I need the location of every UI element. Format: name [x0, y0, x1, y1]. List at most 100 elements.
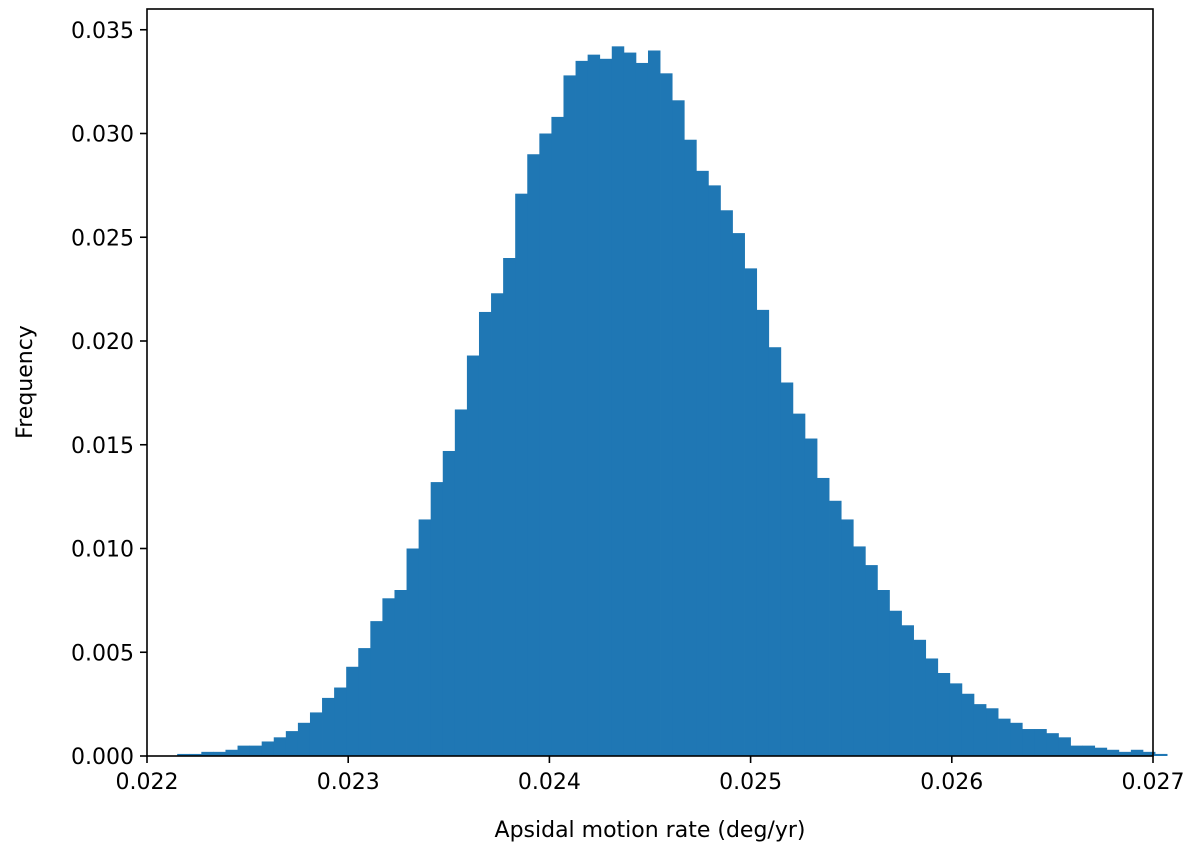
y-tick-label: 0.020 [71, 330, 134, 355]
histogram-bar [225, 749, 238, 756]
histogram-bar [732, 233, 745, 757]
histogram-bar [213, 751, 226, 756]
histogram-bar [334, 687, 347, 756]
histogram-bar [322, 697, 335, 756]
histogram-bar [780, 382, 794, 756]
histogram-bar [647, 50, 661, 756]
x-tick-label: 0.026 [920, 770, 983, 795]
histogram-bar [406, 548, 420, 756]
histogram-bar [684, 139, 697, 757]
x-tick-label: 0.022 [116, 770, 179, 795]
histogram-bar [201, 751, 214, 756]
histogram-bar [792, 413, 806, 756]
x-tick-label: 0.025 [719, 770, 782, 795]
histogram-bar [551, 116, 564, 756]
y-tick-label: 0.030 [71, 123, 134, 148]
histogram-bar [539, 133, 552, 756]
y-tick-label: 0.000 [71, 745, 134, 770]
histogram-bar [901, 625, 914, 756]
histogram-bar [841, 519, 854, 756]
histogram-bar [273, 737, 287, 756]
histogram-bar [1046, 733, 1059, 756]
histogram-bar [563, 75, 576, 756]
y-tick-label: 0.010 [71, 538, 134, 563]
histogram-bar [394, 590, 407, 756]
y-tick-label: 0.035 [71, 19, 134, 44]
plot-frame [146, 8, 1154, 757]
histogram-bar [998, 718, 1011, 756]
histogram-bar [961, 693, 975, 756]
histogram-bar [756, 309, 770, 756]
y-axis-ticks: 0.000 0.005 0.010 0.015 0.020 0.025 0.030 0.035 [71, 19, 147, 770]
x-tick-label: 0.027 [1122, 770, 1185, 795]
histogram-bar [346, 666, 359, 756]
histogram-bar [635, 62, 649, 756]
histogram-bar [491, 293, 504, 756]
histogram-bar [261, 741, 275, 756]
histogram-bar [623, 52, 637, 756]
histogram-bar [575, 60, 589, 756]
histogram-bar [189, 753, 202, 756]
histogram-bar [720, 210, 733, 756]
histogram-bar [237, 745, 251, 756]
histogram-bar [913, 639, 927, 756]
histogram-bar [1058, 737, 1071, 756]
histogram-bar [249, 745, 263, 756]
histogram-bar [1082, 745, 1096, 756]
y-tick-label: 0.015 [71, 434, 134, 459]
histogram-bar [949, 683, 963, 756]
histogram-bar [309, 712, 323, 756]
histogram-bar [1118, 751, 1132, 756]
histogram-bar [865, 565, 878, 756]
histogram-bar [442, 450, 456, 756]
histogram-bar [370, 621, 383, 756]
y-tick-label: 0.005 [71, 641, 134, 666]
x-tick-label: 0.024 [518, 770, 581, 795]
histogram-bar [1034, 729, 1047, 756]
histogram-bar [1010, 722, 1023, 756]
histogram-bar [877, 590, 890, 756]
histogram-bar [1130, 749, 1144, 756]
histogram-bar [430, 482, 444, 756]
histogram-bar [478, 311, 492, 756]
histogram-bar [599, 58, 613, 757]
histogram-bar [1155, 753, 1168, 756]
histogram-bar [285, 731, 299, 756]
histogram-bar [418, 519, 432, 756]
histogram-bar [804, 438, 818, 756]
histogram-bars [177, 46, 1168, 757]
histogram-bar [454, 409, 468, 756]
histogram-bar [1106, 749, 1120, 756]
histogram-bar [1070, 745, 1083, 756]
histogram-bar [973, 704, 987, 756]
histogram-bar [889, 610, 902, 756]
x-axis-ticks: 0.022 0.023 0.024 0.025 0.026 0.027 [116, 756, 1185, 795]
histogram-bar [853, 546, 866, 756]
histogram-bar [768, 347, 782, 756]
histogram-bar [660, 73, 673, 756]
histogram-bar [177, 753, 190, 756]
histogram-bar [382, 598, 395, 756]
histogram-bar [515, 193, 528, 757]
histogram-bar [744, 268, 758, 756]
histogram-bar [1094, 747, 1108, 756]
histogram-bar [466, 355, 480, 756]
histogram-bar [708, 185, 721, 756]
x-axis-label: Apsidal motion rate (deg/yr) [495, 818, 806, 843]
histogram-bar [672, 100, 685, 757]
histogram-bar [527, 154, 540, 756]
histogram-bar [829, 500, 842, 756]
histogram-bar [1142, 751, 1156, 756]
histogram-bar [816, 477, 830, 756]
histogram-bar [986, 708, 999, 756]
histogram-bar [358, 648, 371, 756]
histogram-bar [937, 673, 951, 756]
histogram-bar [503, 258, 516, 756]
histogram-bar [297, 722, 311, 756]
histogram-bar [587, 54, 601, 756]
histogram-bar [925, 658, 939, 756]
histogram-bar [696, 170, 709, 757]
y-axis-label: Frequency [13, 325, 38, 439]
y-tick-label: 0.025 [71, 226, 134, 251]
